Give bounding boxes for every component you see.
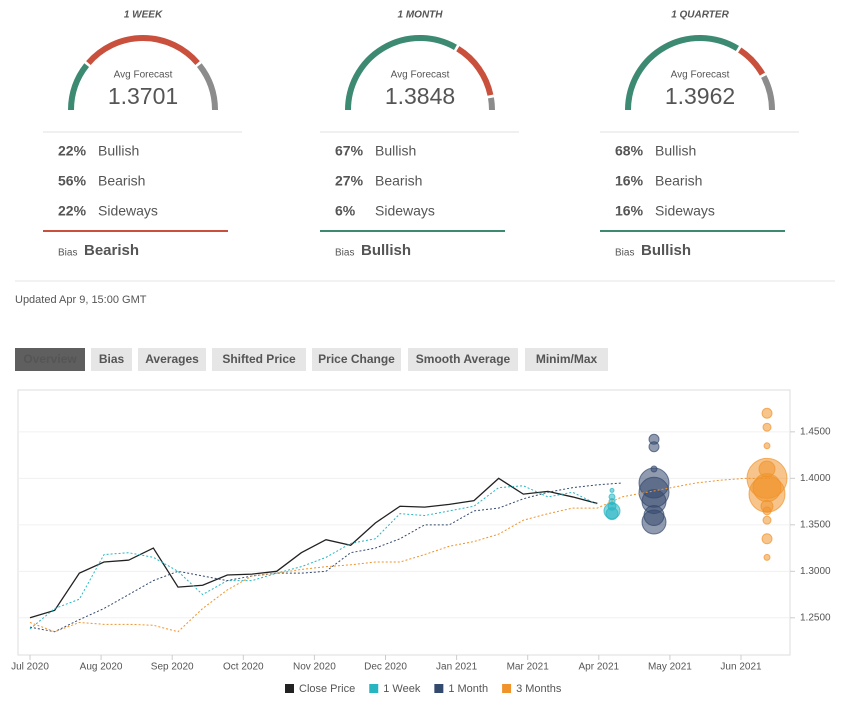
avg-value: 1.3848 [385,83,455,109]
gauge-title: 1 WEEK [124,10,163,21]
forecast-bubble [762,515,772,525]
x-tick-label: Sep 2020 [151,662,194,673]
pct-name: Sideways [655,203,715,219]
y-tick-label: 1.3000 [800,566,831,577]
gauge-segment [345,35,457,111]
series-line [29,477,770,633]
bias-value: Bullish [641,242,691,259]
forecast-bubble [641,509,667,535]
avg-value: 1.3701 [108,83,178,109]
series-line [29,477,598,619]
tab-label[interactable]: Overview [23,352,77,366]
tab-label[interactable]: Shifted Price [222,352,296,366]
legend-swatch [502,684,512,693]
y-tick-label: 1.4000 [800,473,831,484]
pct: 68% [615,143,644,159]
pct-name: Bullish [655,143,696,159]
x-tick-label: Apr 2021 [579,662,620,673]
y-tick-label: 1.3500 [800,519,831,530]
x-tick-label: Dec 2020 [364,662,407,673]
bias-label: Bias [58,248,77,259]
x-tick-label: Aug 2020 [80,662,123,673]
pct-name: Bullish [98,143,139,159]
avg-label: Avg Forecast [391,70,450,81]
pct-name: Bearish [655,173,702,189]
series-line [29,482,623,633]
avg-label: Avg Forecast [671,70,730,81]
series-line [29,485,598,630]
bias-value: Bullish [361,242,411,259]
legend-swatch [285,684,294,693]
gauge-segment [68,63,90,111]
pct-name: Bullish [375,143,416,159]
pct-name: Bearish [98,173,145,189]
pct: 56% [58,173,87,189]
tab-label[interactable]: Smooth Average [416,352,511,366]
forecast-bubble [609,487,615,493]
forecast-bubble [763,442,771,450]
tab-label[interactable]: Bias [99,352,125,366]
pct: 16% [615,203,644,219]
y-tick-label: 1.4500 [800,426,831,437]
gauge-segment [86,35,200,66]
tab[interactable] [15,348,85,371]
forecast-bubble [761,407,773,419]
gauge-segment [761,75,775,111]
tab-label[interactable]: Minim/Max [536,352,598,366]
bias-label: Bias [615,248,634,259]
x-tick-label: Jun 2021 [720,662,762,673]
x-tick-label: Jul 2020 [11,662,49,673]
tab-label[interactable]: Price Change [318,352,395,366]
plot-frame [17,389,791,656]
gauge-segment [196,63,218,111]
gauge-title: 1 QUARTER [671,10,729,21]
avg-label: Avg Forecast [114,70,173,81]
forecast-bubble [763,553,771,561]
y-tick-label: 1.2500 [800,612,831,623]
tab[interactable] [408,348,518,371]
legend-label: 3 Months [516,683,562,695]
pct: 22% [58,143,87,159]
tab[interactable] [91,348,132,371]
pct-name: Sideways [98,203,158,219]
forecast-bubble [762,422,772,432]
tab[interactable] [525,348,608,371]
pct: 27% [335,173,364,189]
pct: 67% [335,143,364,159]
legend-swatch [369,684,379,693]
x-tick-label: Nov 2020 [293,662,336,673]
legend-swatch [434,684,444,693]
gauge-segment [737,47,766,76]
forecast-bubble [605,507,619,521]
bias-value: Bearish [84,242,139,259]
gauge-segment [488,97,495,111]
pct: 22% [58,203,87,219]
legend-label: 1 Week [383,683,421,695]
tab[interactable] [138,348,206,371]
forecast-bubble [761,533,773,545]
legend-label: Close Price [299,683,355,695]
gauge-segment [456,46,494,96]
x-tick-label: May 2021 [648,662,692,673]
gauge-title: 1 MONTH [398,10,444,21]
x-tick-label: Oct 2020 [223,662,264,673]
pct-name: Bearish [375,173,422,189]
tab[interactable] [312,348,401,371]
bias-label: Bias [335,248,354,259]
updated: Updated Apr 9, 15:00 GMT [15,294,147,306]
tab-label[interactable]: Averages [145,352,199,366]
legend-label: 1 Month [448,683,488,695]
x-tick-label: Mar 2021 [507,662,550,673]
forecast-bubble [648,441,660,453]
gauge-segment [625,35,739,111]
pct-name: Sideways [375,203,435,219]
pct: 16% [615,173,644,189]
pct: 6% [335,203,356,219]
avg-value: 1.3962 [665,83,735,109]
x-tick-label: Jan 2021 [436,662,478,673]
tab[interactable] [212,348,306,371]
forecast-bubble [762,506,772,516]
